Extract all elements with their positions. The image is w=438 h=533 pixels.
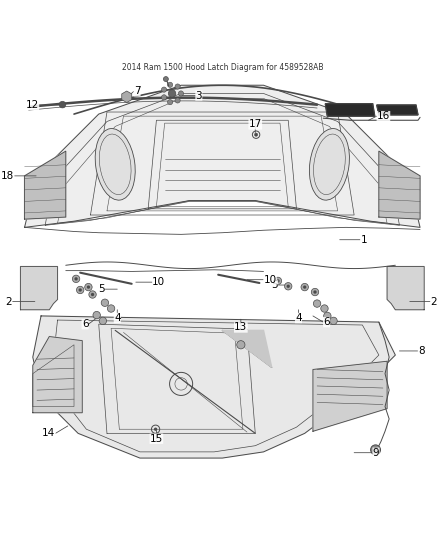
Polygon shape xyxy=(25,151,66,219)
Text: 7: 7 xyxy=(134,86,140,96)
Circle shape xyxy=(276,279,279,282)
Circle shape xyxy=(154,427,157,431)
Circle shape xyxy=(286,285,290,288)
Text: 2: 2 xyxy=(431,296,437,306)
Text: 17: 17 xyxy=(249,119,262,130)
Circle shape xyxy=(373,447,378,453)
Circle shape xyxy=(89,291,96,298)
Circle shape xyxy=(99,317,106,325)
Polygon shape xyxy=(223,330,272,367)
Text: 14: 14 xyxy=(42,429,56,438)
Polygon shape xyxy=(325,104,375,116)
Polygon shape xyxy=(33,336,82,413)
Text: 4: 4 xyxy=(114,313,120,323)
Text: 6: 6 xyxy=(323,317,330,327)
Text: 10: 10 xyxy=(152,277,166,287)
Circle shape xyxy=(324,312,331,320)
Circle shape xyxy=(77,286,84,294)
Text: 4: 4 xyxy=(295,313,302,323)
Text: 6: 6 xyxy=(82,319,88,329)
Text: 2014 Ram 1500 Hood Latch Diagram for 4589528AB: 2014 Ram 1500 Hood Latch Diagram for 458… xyxy=(122,62,323,71)
Polygon shape xyxy=(379,151,420,219)
Circle shape xyxy=(330,317,337,325)
Circle shape xyxy=(254,133,258,136)
Circle shape xyxy=(313,290,317,294)
Text: 10: 10 xyxy=(264,274,277,285)
Circle shape xyxy=(274,277,282,285)
Text: 15: 15 xyxy=(150,434,163,443)
Circle shape xyxy=(87,286,90,289)
Text: 5: 5 xyxy=(98,284,105,294)
Circle shape xyxy=(162,87,166,92)
Text: 1: 1 xyxy=(360,235,367,245)
Circle shape xyxy=(285,282,292,290)
Circle shape xyxy=(175,98,180,103)
Polygon shape xyxy=(33,316,396,458)
Ellipse shape xyxy=(95,128,135,200)
Circle shape xyxy=(301,284,308,291)
Polygon shape xyxy=(122,91,132,102)
Text: 3: 3 xyxy=(195,91,202,101)
Circle shape xyxy=(163,77,168,82)
Circle shape xyxy=(168,90,176,97)
Text: 2: 2 xyxy=(6,296,12,306)
Circle shape xyxy=(107,305,115,312)
Text: 16: 16 xyxy=(377,111,390,121)
Polygon shape xyxy=(377,105,418,115)
Circle shape xyxy=(162,95,166,100)
Circle shape xyxy=(93,311,100,319)
Circle shape xyxy=(167,100,173,105)
Text: 13: 13 xyxy=(234,322,247,333)
Ellipse shape xyxy=(309,128,350,200)
Circle shape xyxy=(311,288,319,296)
Text: 8: 8 xyxy=(418,346,424,356)
Circle shape xyxy=(91,293,94,296)
Text: 18: 18 xyxy=(1,171,14,181)
Circle shape xyxy=(313,300,321,308)
Circle shape xyxy=(237,341,245,349)
Circle shape xyxy=(167,82,173,87)
Circle shape xyxy=(175,84,180,89)
Circle shape xyxy=(101,299,109,306)
Circle shape xyxy=(321,305,328,312)
Polygon shape xyxy=(25,85,420,228)
Polygon shape xyxy=(387,266,424,310)
Circle shape xyxy=(371,445,381,455)
Circle shape xyxy=(72,275,80,282)
Text: 12: 12 xyxy=(26,100,39,110)
Text: 9: 9 xyxy=(373,448,379,458)
Circle shape xyxy=(178,91,184,96)
Circle shape xyxy=(303,286,306,289)
Polygon shape xyxy=(21,266,57,310)
Text: 5: 5 xyxy=(271,280,278,290)
Circle shape xyxy=(59,101,66,108)
Circle shape xyxy=(78,288,82,292)
Polygon shape xyxy=(313,361,387,431)
Circle shape xyxy=(85,284,92,291)
Circle shape xyxy=(74,277,78,280)
